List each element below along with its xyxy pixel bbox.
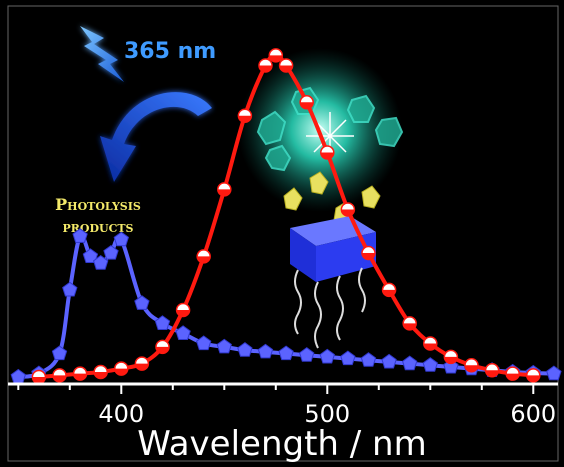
series-2-point [320,145,335,160]
series-2 [31,48,541,385]
series-1-point [134,295,150,310]
series-1-point [422,357,438,372]
series-1-point [196,335,212,351]
plot-frame [7,5,559,462]
series-2-point [31,369,47,385]
series-2-point [217,182,232,197]
series-1-point [154,315,171,330]
series-2-point [464,358,479,373]
series-1-point [402,355,418,371]
series-1-point [360,352,377,367]
series-1-point [237,342,253,357]
series-1-point [175,325,191,340]
series-2-point [381,282,397,298]
curved-arrow-icon [100,92,212,182]
fluorophore-arms [256,86,404,172]
series-1-point [546,365,562,381]
x-tick-label: 600 [510,400,556,428]
series-2-point [268,48,284,63]
series-2-point [72,366,88,381]
series-2-point [299,95,314,110]
series-2-point [93,364,108,380]
series-2-point [443,349,459,365]
series-2-point [155,339,170,355]
series-1-point [93,254,109,270]
series-2-point [134,356,150,371]
series-2-point [423,336,438,351]
series-1-point [113,231,129,247]
series-1-point [257,343,274,359]
series-1-point [10,368,26,384]
series-2-point [402,316,417,331]
alkyl-chains [294,267,366,349]
series-2-point [340,202,356,217]
series-1-point [340,350,356,366]
series-1-point [51,345,68,361]
series-2-point [175,302,191,318]
series-1-point [62,281,78,297]
series-2-point [52,368,67,383]
series-2-point [114,361,129,376]
series-1 [10,228,562,384]
series-1-point [82,248,99,263]
series-1-point [299,347,315,362]
series-2-point [237,108,253,123]
series-1-point [381,353,397,369]
series-1-point [72,228,88,243]
series-1-point [103,244,119,260]
x-tick-label: 400 [98,400,144,428]
series-2-point [196,249,211,264]
series-1-point [278,345,294,361]
x-tick-label: 500 [304,400,350,428]
series-2-point [258,58,273,73]
series-2-point [484,363,500,378]
series-2-point [361,245,376,261]
photolysis-label-line1: Photolysis [55,195,141,214]
x-axis-ticks: 400 500 600 [17,384,556,428]
x-axis-title: Wavelength / nm [137,424,426,464]
series-2-point [505,366,520,381]
series-2-point [526,368,541,383]
series-layer [10,48,562,385]
excitation-wavelength-label: 365 nm [124,39,216,64]
molecule-illustration [238,48,404,349]
uv-lightning-icon [80,26,124,82]
series-2-point [278,58,294,73]
series-1-point [319,348,335,364]
series-1-point [216,338,232,354]
